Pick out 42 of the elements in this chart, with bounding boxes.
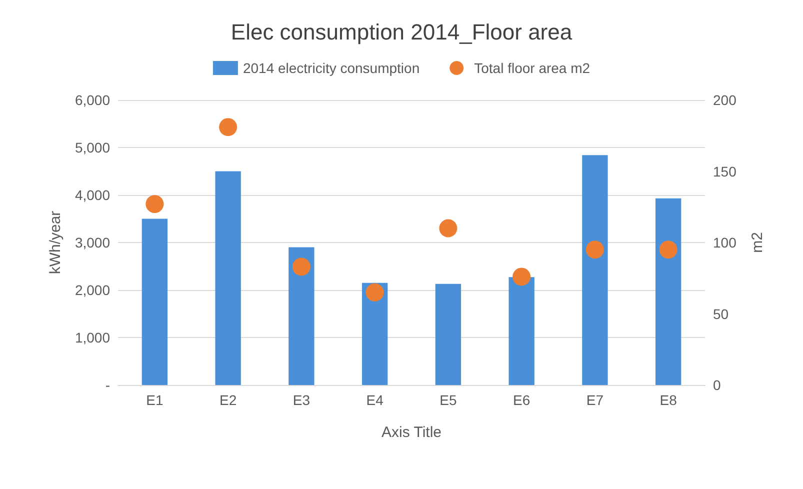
y2-tick-label: 50	[713, 306, 729, 322]
legend-label: 2014 electricity consumption	[242, 60, 420, 76]
legend-label: Total floor area m2	[474, 60, 590, 76]
y-tick-label: 4,000	[74, 187, 110, 203]
x-tick-label: E6	[513, 392, 530, 408]
bar	[582, 155, 608, 385]
y2-axis-title: m2	[749, 232, 766, 253]
y-tick-label: 6,000	[74, 92, 110, 108]
bar	[142, 218, 168, 385]
y-tick-label: -	[105, 377, 110, 393]
x-tick-label: E7	[586, 392, 604, 408]
bar	[655, 198, 682, 385]
y2-tick-label: 200	[713, 92, 737, 108]
x-axis-title: Axis Title	[381, 424, 442, 441]
x-tick-label: E1	[146, 392, 164, 408]
bar	[508, 277, 534, 385]
x-tick-label: E3	[292, 392, 310, 408]
x-tick-label: E5	[440, 392, 457, 408]
point	[586, 240, 604, 259]
point	[292, 258, 310, 276]
y-tick-label: 1,000	[74, 330, 110, 346]
point	[439, 219, 458, 238]
x-tick-label: E8	[660, 392, 678, 408]
x-tick-label: E4	[366, 392, 384, 408]
y2-tick-label: 150	[713, 163, 737, 180]
y-tick-label: 3,000	[74, 234, 110, 250]
bar	[435, 284, 462, 385]
point	[219, 118, 238, 136]
chart-title: Elec consumption 2014_Floor area	[230, 20, 573, 44]
bar	[288, 247, 314, 385]
y2-tick-label: 0	[713, 377, 721, 393]
y-tick-label: 2,000	[74, 282, 110, 298]
point	[146, 195, 164, 214]
point	[659, 240, 678, 259]
y-axis-title: kWh/year	[47, 210, 64, 274]
x-tick-label: E2	[220, 392, 237, 408]
bar	[215, 171, 241, 385]
y2-tick-label: 100	[713, 234, 737, 250]
point	[366, 283, 384, 302]
bar	[362, 282, 388, 385]
y-tick-label: 5,000	[74, 140, 110, 156]
point	[512, 268, 531, 286]
